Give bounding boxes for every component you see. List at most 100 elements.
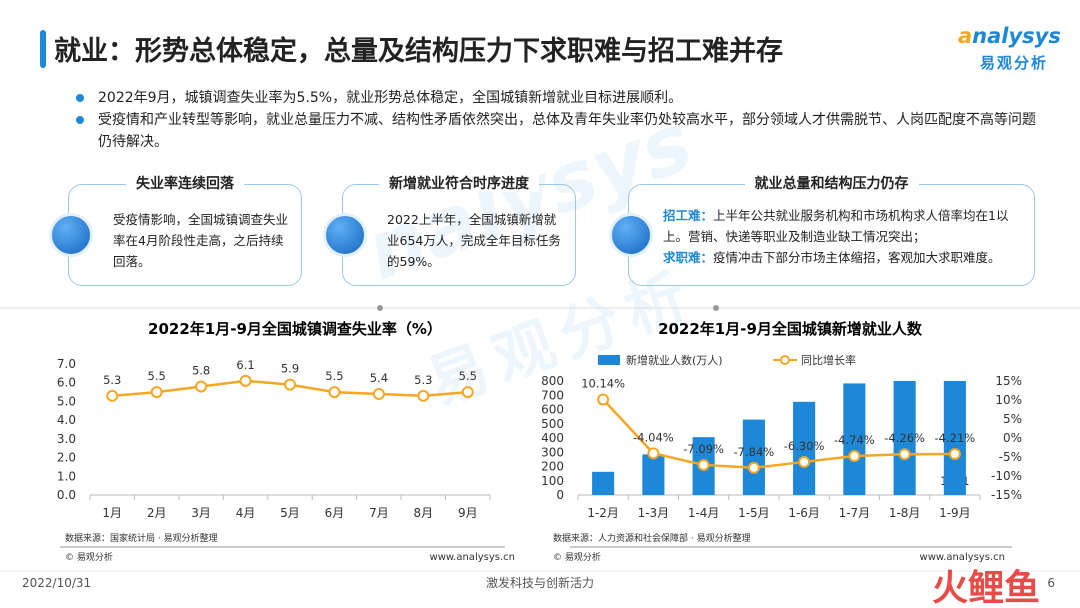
dot <box>713 305 719 311</box>
x-tick-label: 5月 <box>280 506 300 520</box>
point <box>798 455 811 468</box>
y-tick-label: 400 <box>541 431 564 445</box>
point <box>417 389 430 402</box>
bar <box>742 419 765 495</box>
bar <box>893 381 916 495</box>
value-label: -4.26% <box>884 431 925 445</box>
point <box>328 386 341 399</box>
line <box>602 398 955 470</box>
x-tick-label: 1-4月 <box>688 506 720 520</box>
bullet-text: 受疫情和产业转型等影响，就业总量压力不减、结构性矛盾依然突出，总体及青年失业率仍… <box>98 112 1036 150</box>
item-text: 上半年公共就业服务机构和市场机构求人倍率均在1以上。营销、快递等职业及制造业缺工… <box>663 208 1009 244</box>
value-label: 6.1 <box>236 358 254 372</box>
x-tick-label: 7月 <box>369 506 389 520</box>
point <box>848 450 861 463</box>
card: 新增就业符合时序进度 2022上半年，全国城镇新增就业654万人，完成全年目标任务… <box>323 176 576 286</box>
bullet-text: 2022年9月，城镇调查失业率为5.5%，就业形势总体稳定，全国城镇新增就业目标… <box>98 90 683 106</box>
value-label: -4.74% <box>834 433 875 447</box>
y2-tick-label: -10% <box>991 469 1022 483</box>
y-tick-label: 0 <box>556 488 564 502</box>
value-label: 5.5 <box>459 369 477 383</box>
value-label: 10.14% <box>581 376 625 390</box>
y-tick-label: 0.0 <box>57 488 76 502</box>
legend-label: 同比增长率 <box>801 353 856 367</box>
y-tick-label: 1.0 <box>57 469 76 483</box>
bar <box>592 471 615 495</box>
bar <box>943 381 966 495</box>
value-label: 5.9 <box>281 362 299 376</box>
x-tick-label: 1-6月 <box>788 506 820 520</box>
x-tick-label: 1-9月 <box>939 506 971 520</box>
date: 2022/10/31 <box>22 576 91 590</box>
bar <box>793 401 816 495</box>
card-title: 新增就业符合时序进度 <box>379 176 539 192</box>
y-tick-label: 4.0 <box>57 413 76 427</box>
point <box>106 389 119 402</box>
point <box>948 447 961 460</box>
y-tick-label: 200 <box>541 460 564 474</box>
value-label: -4.21% <box>935 431 976 445</box>
value-label: -7.84% <box>734 445 775 459</box>
point <box>284 378 296 391</box>
x-tick-label: 3月 <box>191 506 211 520</box>
chart-title: 2022年1月-9月全国城镇调查失业率（%） <box>148 320 442 338</box>
chart-title: 2022年1月-9月全国城镇新增就业人数 <box>658 320 923 338</box>
value-label: -6.30% <box>784 439 825 453</box>
point <box>697 458 710 471</box>
y-tick-label: 600 <box>541 403 564 417</box>
y-tick-label: 700 <box>541 388 564 402</box>
bullet: 2022年9月，城镇调查失业率为5.5%，就业形势总体稳定，全国城镇新增就业目标… <box>72 87 1042 109</box>
x-tick-label: 1-8月 <box>889 506 921 520</box>
x-tick-label: 4月 <box>236 506 256 520</box>
x-tick-label: 9月 <box>458 506 478 520</box>
y-tick-label: 7.0 <box>57 357 76 371</box>
website: www.analysys.cn <box>430 552 515 563</box>
bar <box>843 383 866 495</box>
y-tick-label: 300 <box>541 445 564 459</box>
icon <box>49 213 93 257</box>
x-tick-label: 1-3月 <box>638 506 670 520</box>
legend-marker <box>780 355 790 365</box>
point <box>239 374 252 387</box>
y2-tick-label: 15% <box>995 374 1022 388</box>
title-bar <box>40 30 46 68</box>
item-label: 求职难： <box>663 250 714 265</box>
point <box>647 447 660 460</box>
x-tick-label: 8月 <box>414 506 434 520</box>
page-title: 就业：形势总体稳定，总量及结构压力下求职难与招工难并存 <box>54 36 783 67</box>
point <box>597 393 610 406</box>
y-tick-label: 100 <box>541 474 564 488</box>
copyright: © 易观分析 <box>553 551 601 563</box>
point <box>747 461 760 474</box>
point <box>195 380 208 393</box>
card-body: 受疫情影响，全国城镇调查失业率在4月阶段性走高，之后持续回落。 <box>113 212 289 269</box>
x-tick-label: 1-2月 <box>587 506 619 520</box>
source: 数据来源：人力资源和社会保障部 · 易观分析整理 <box>553 532 751 544</box>
y-tick-label: 5.0 <box>57 394 76 408</box>
card-body: 2022上半年，全国城镇新增就业654万人，完成全年目标任务的59%。 <box>387 212 561 269</box>
value-label: 5.5 <box>148 369 166 383</box>
logo: analysys <box>958 24 1061 48</box>
brand: 火鲤鱼 <box>932 568 1040 608</box>
icon <box>609 213 653 257</box>
source: 数据来源：国家统计局 · 易观分析整理 <box>65 532 218 544</box>
y2-tick-label: 5% <box>1003 412 1022 426</box>
y2-tick-label: 0% <box>1003 431 1022 445</box>
y2-tick-label: -15% <box>991 488 1022 502</box>
y-tick-label: 3.0 <box>57 432 76 446</box>
y-tick-label: 500 <box>541 417 564 431</box>
x-tick-label: 1-7月 <box>839 506 871 520</box>
icon <box>323 213 367 257</box>
dot <box>377 305 383 311</box>
legend-swatch <box>598 355 620 365</box>
x-tick-label: 1-5月 <box>738 506 770 520</box>
y2-tick-label: 10% <box>995 393 1022 407</box>
point <box>150 386 163 399</box>
slogan: 激发科技与创新活力 <box>486 575 594 590</box>
value-label: 5.8 <box>192 363 210 377</box>
y-tick-label: 2.0 <box>57 451 76 465</box>
x-tick-label: 1月 <box>102 506 122 520</box>
x-tick-label: 6月 <box>325 506 345 520</box>
